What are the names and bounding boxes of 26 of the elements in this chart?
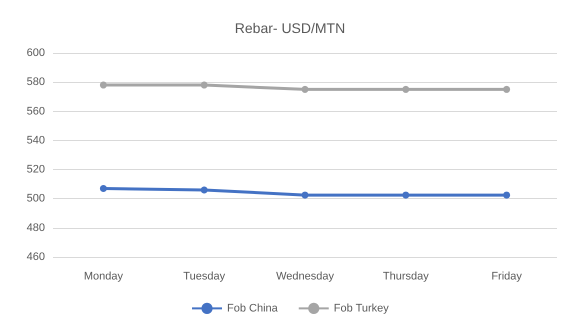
point [302,192,308,199]
point [100,82,107,89]
x-tick-label: Thursday [382,270,430,282]
y-tick-label: 600 [26,47,45,59]
legend-label: Fob Turkey [334,302,390,314]
x-tick-label: Tuesday [183,270,226,282]
y-tick-label: 540 [26,134,45,146]
y-tick-label: 520 [26,164,45,176]
point [503,86,510,93]
x-tick-label: Friday [491,270,522,282]
x-tick-label: Wednesday [276,270,334,282]
y-tick-label: 580 [26,76,45,88]
point [200,82,208,89]
point [200,186,208,194]
y-tick-label: 480 [26,222,45,234]
x-tick-label: Monday [84,270,124,282]
y-tick-label: 560 [26,105,45,118]
y-tick-label: 500 [26,192,45,205]
point [100,185,107,192]
y-tick-label: 460 [26,251,45,263]
point [402,86,410,93]
point [402,192,410,199]
point [302,86,308,93]
legend-label: Fob China [227,302,279,314]
point [503,192,510,199]
chart-title: Rebar- USD/MTN [234,20,346,36]
